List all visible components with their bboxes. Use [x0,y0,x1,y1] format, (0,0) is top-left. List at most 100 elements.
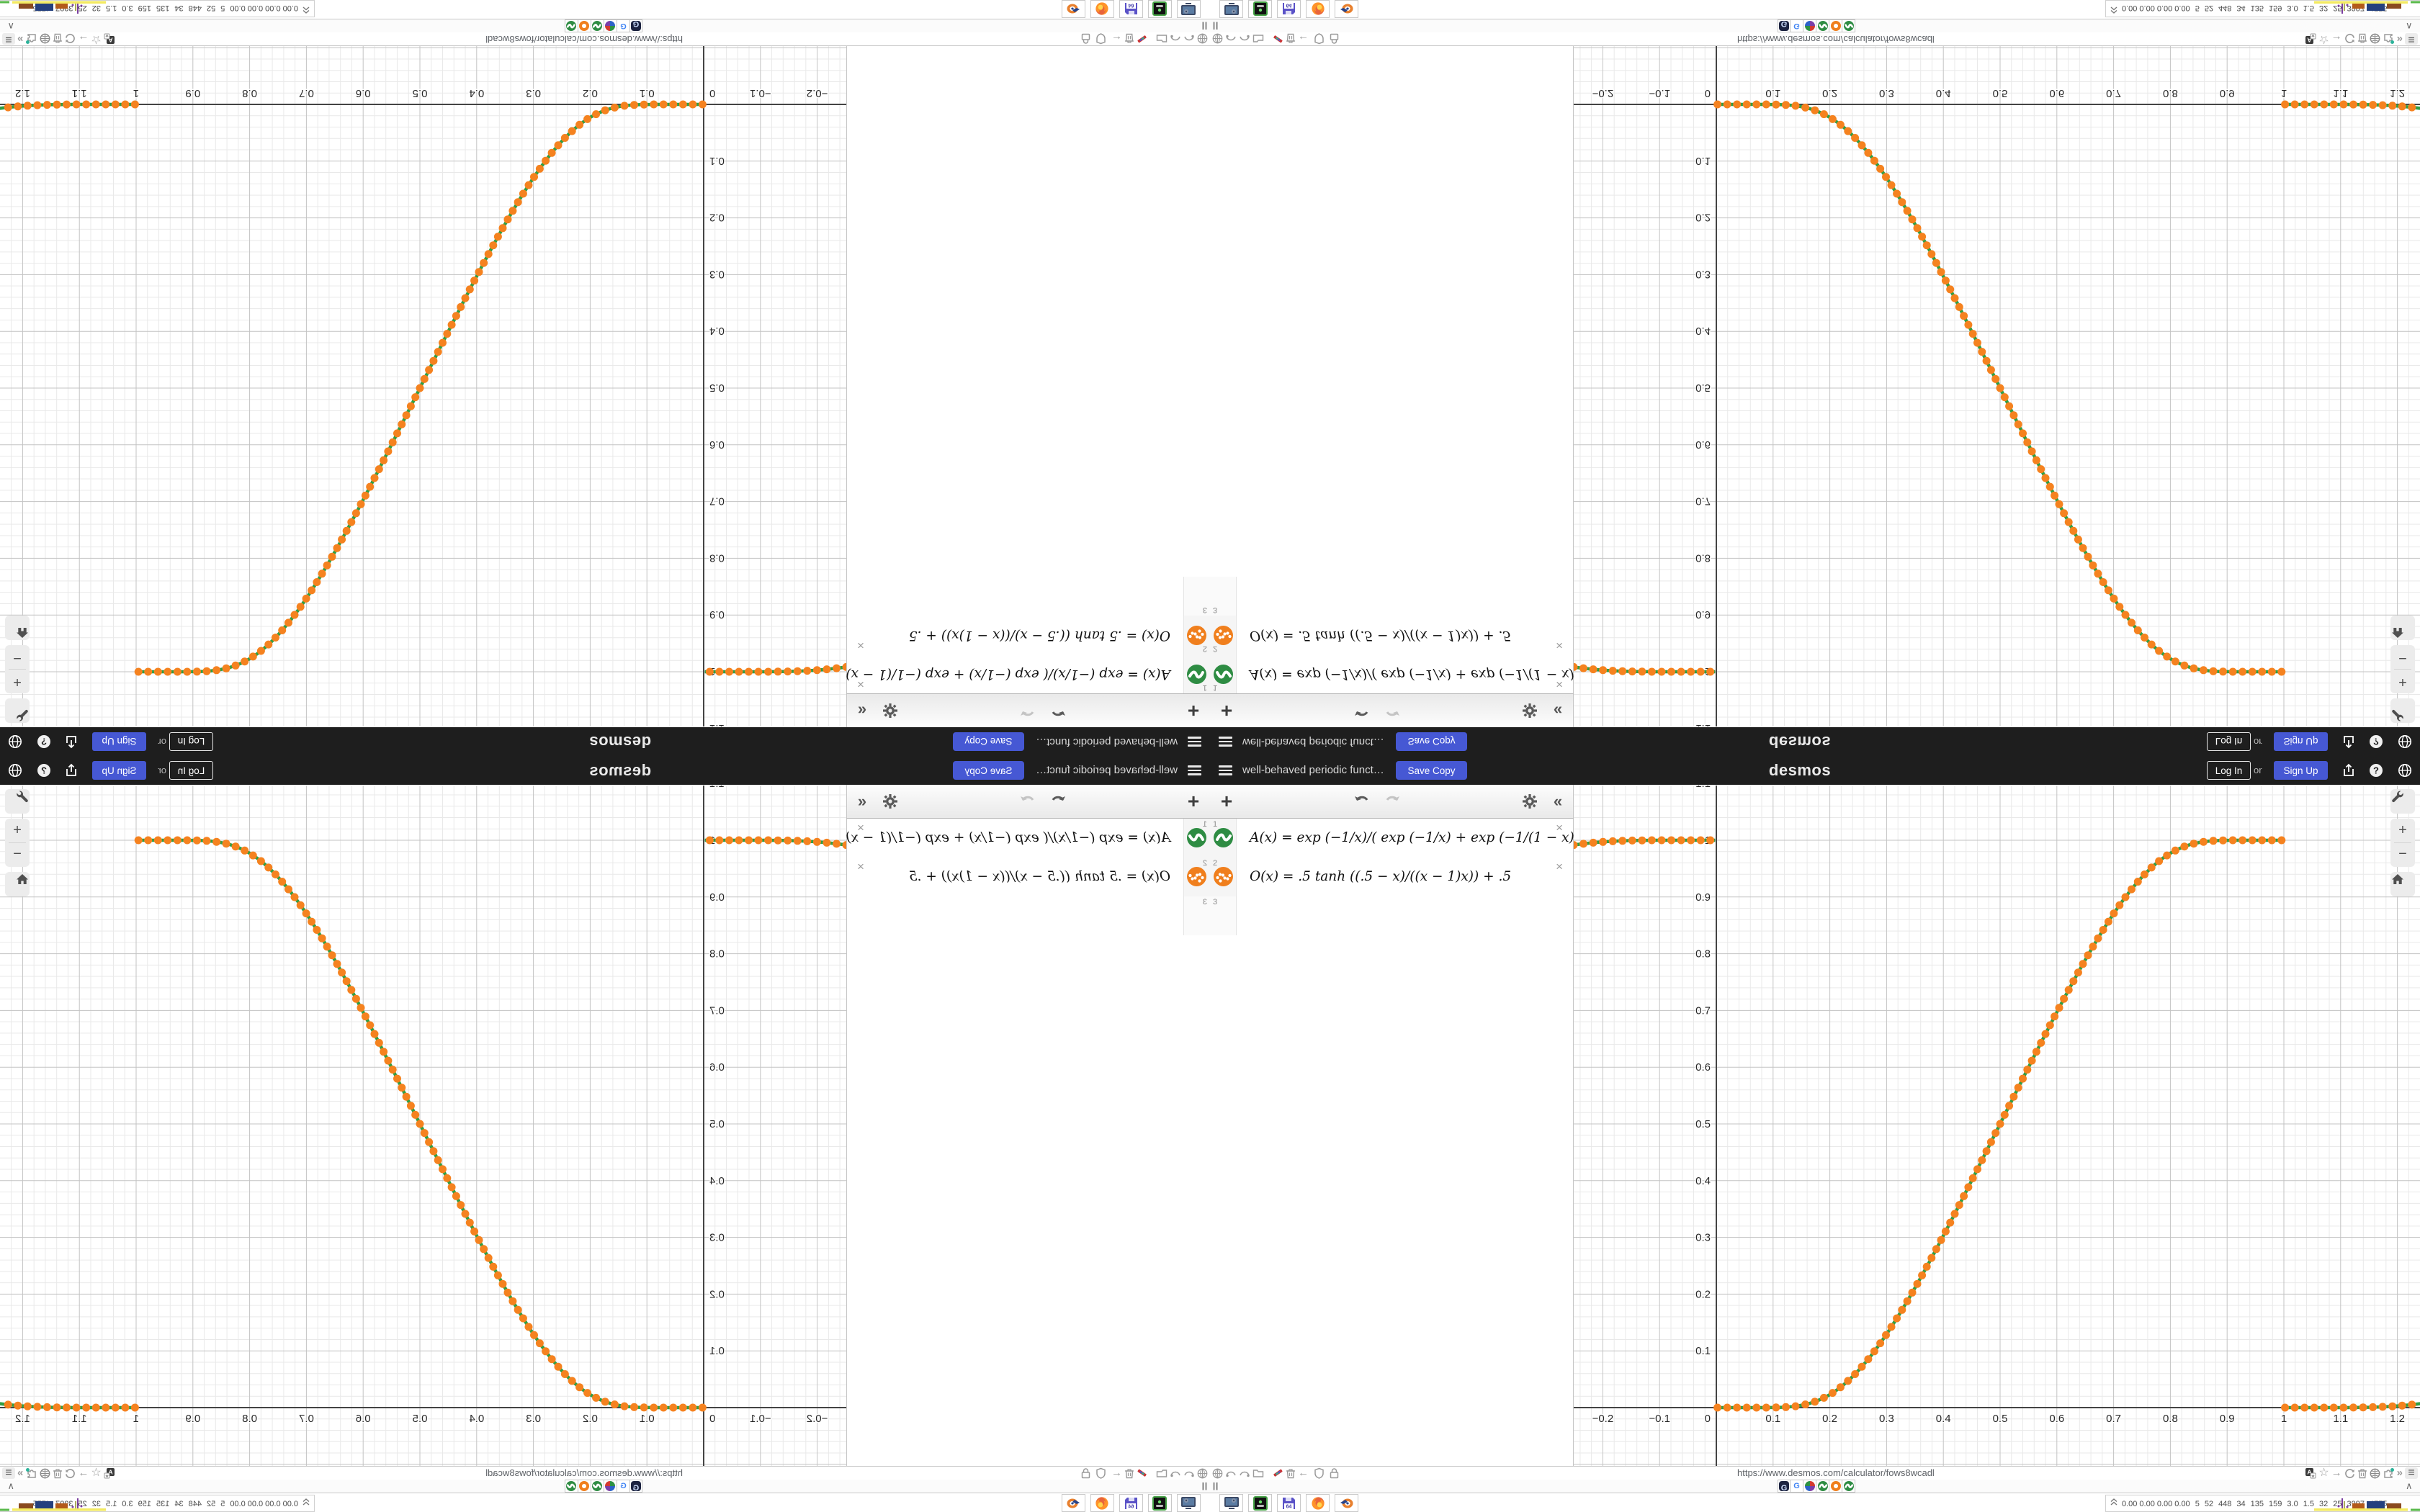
tab-dark-g-favicon[interactable]: G [629,1480,642,1493]
back-arrow-icon[interactable]: → [1298,33,1309,45]
close-icon[interactable]: × [857,821,864,834]
globe-icon[interactable] [8,763,22,778]
dotted-wave-orange-icon[interactable] [1214,867,1233,886]
collapse-panel-icon[interactable]: « [857,792,867,810]
reload-icon[interactable] [65,33,76,45]
tab-desmos-green-favicon[interactable] [565,1480,578,1493]
tab-gear-orange-favicon[interactable] [1829,19,1842,32]
expression-row-3-empty[interactable]: 3 [1210,896,1573,935]
globe-icon[interactable] [2398,734,2412,749]
url-address[interactable]: https://www.desmos.com/calculator/fows8w… [1737,1467,1935,1478]
close-icon[interactable]: × [857,860,864,873]
close-icon[interactable]: × [857,639,864,652]
default-viewport-home-button[interactable] [5,872,30,896]
folder-icon[interactable] [1252,33,1264,45]
trash-icon[interactable] [1286,33,1296,45]
tab-google-g-favicon[interactable]: G [1791,19,1803,32]
forward-arrow-icon[interactable]: → [78,33,89,45]
sign-up-button[interactable]: Sign Up [2274,761,2328,780]
blender-app-icon[interactable] [1062,1494,1085,1512]
share-icon[interactable] [64,734,79,749]
globe-icon[interactable] [1212,33,1223,45]
close-icon[interactable]: × [1556,678,1563,691]
tab-color-wheel-favicon[interactable] [1803,1480,1816,1493]
brush-icon[interactable] [1272,1467,1283,1479]
forward-arrow-icon[interactable]: → [78,1467,89,1479]
expression-formula[interactable]: A(x) = exp (−1/x)/( exp (−1/x) + exp (−1… [835,667,1170,682]
tab-desmos-green-favicon[interactable] [1842,19,1855,32]
undo-arc-icon[interactable] [1183,33,1195,45]
expression-formula[interactable]: A(x) = exp (−1/x)/( exp (−1/x) + exp (−1… [1250,667,1585,682]
drive-app-icon[interactable] [1148,1494,1172,1512]
tab-color-wheel-favicon[interactable] [604,1480,617,1493]
menu-icon[interactable]: ≡ [2,1467,15,1479]
zoom-out-button[interactable]: − [13,650,22,666]
tab-google-g-favicon[interactable]: G [617,1480,629,1493]
shield-icon[interactable] [1095,1467,1106,1479]
chevron-up-icon[interactable]: ∧ [7,21,14,32]
close-icon[interactable]: × [1556,639,1563,652]
expression-row-3-empty[interactable]: 3 [847,577,1210,616]
collapse-panel-icon[interactable]: « [857,702,867,720]
shield-icon[interactable] [1314,1467,1325,1479]
expression-formula[interactable]: O(x) = .5 tanh ((.5 − x)/((x − 1)x)) + .… [1250,869,1512,884]
graph-title[interactable]: well-behaved periodic funct… [1036,736,1178,748]
url-address[interactable]: https://www.desmos.com/calculator/fows8w… [485,34,683,45]
extensions-puzzle-icon[interactable] [25,33,37,45]
expression-formula[interactable]: O(x) = .5 tanh ((.5 − x)/((x − 1)x)) + .… [908,628,1170,643]
redo-arc-icon[interactable] [1239,1467,1250,1479]
zoom-in-button[interactable]: + [13,674,22,690]
floppy64-app-icon[interactable]: 64 [1119,1494,1143,1512]
desmos-wave-green-icon[interactable] [1187,665,1206,684]
overflow-chevrons-icon[interactable]: » [17,33,24,45]
share-icon[interactable] [2341,763,2356,778]
zoom-in-button[interactable]: + [13,822,22,838]
expression-formula[interactable]: A(x) = exp (−1/x)/( exp (−1/x) + exp (−1… [1250,830,1585,845]
collapse-panel-icon[interactable]: « [1553,792,1563,810]
chevron-up-icon[interactable]: ∧ [7,1480,14,1491]
graph-settings-wrench-button[interactable] [5,698,30,723]
graph-title[interactable]: well-behaved periodic funct… [1242,736,1384,748]
firefox-app-icon[interactable] [1306,1494,1330,1512]
blender-app-icon[interactable] [1335,1494,1358,1512]
hamburger-menu-icon[interactable] [1219,737,1232,747]
share-icon[interactable] [64,763,79,778]
back-arrow-icon[interactable]: → [1111,33,1122,45]
globe-icon[interactable] [40,1467,50,1479]
undo-arc-icon[interactable] [1225,33,1237,45]
zoom-out-button[interactable]: − [2398,650,2407,666]
zoom-out-button[interactable]: − [2398,846,2407,862]
log-in-button[interactable]: Log In [169,761,213,780]
default-viewport-home-button[interactable] [2390,616,2415,640]
settings-gear-icon[interactable] [880,793,899,809]
trash-icon[interactable] [2357,1467,2367,1479]
tab-desmos-green-favicon[interactable] [565,19,578,32]
dotted-wave-orange-icon[interactable] [1214,626,1233,645]
collapse-panel-icon[interactable]: « [1553,702,1563,720]
globe-icon[interactable] [1212,1467,1223,1479]
hamburger-menu-icon[interactable] [1188,737,1201,747]
redo-icon[interactable] [1018,703,1037,719]
graph-title[interactable]: well-behaved periodic funct… [1036,764,1178,776]
expression-formula[interactable]: O(x) = .5 tanh ((.5 − x)/((x − 1)x)) + .… [908,869,1170,884]
monitor-app-icon[interactable] [1219,0,1243,18]
globe-icon[interactable] [2370,33,2380,45]
extensions-puzzle-icon[interactable] [2383,33,2395,45]
tab-gear-orange-favicon[interactable] [578,1480,591,1493]
forward-arrow-icon[interactable]: → [2331,33,2342,45]
add-expression-button[interactable]: + [1187,700,1200,722]
tab-desmos-green-favicon[interactable] [591,1480,604,1493]
firefox-app-icon[interactable] [1306,0,1330,18]
extensions-puzzle-icon[interactable] [2383,1467,2395,1479]
expression-row-2[interactable]: 2 O(x) = .5 tanh ((.5 − x)/((x − 1)x)) +… [847,615,1210,654]
add-expression-button[interactable]: + [1220,790,1233,812]
zoom-out-button[interactable]: − [13,846,22,862]
sign-up-button[interactable]: Sign Up [2274,732,2328,751]
help-icon[interactable]: ? [2369,763,2383,778]
double-up-chevron-icon[interactable] [302,2,310,15]
chevron-up-icon[interactable]: ∧ [2406,1480,2413,1491]
save-copy-button[interactable]: Save Copy [1396,761,1467,780]
firefox-app-icon[interactable] [1090,0,1114,18]
share-icon[interactable] [2341,734,2356,749]
trash-icon[interactable] [53,1467,63,1479]
